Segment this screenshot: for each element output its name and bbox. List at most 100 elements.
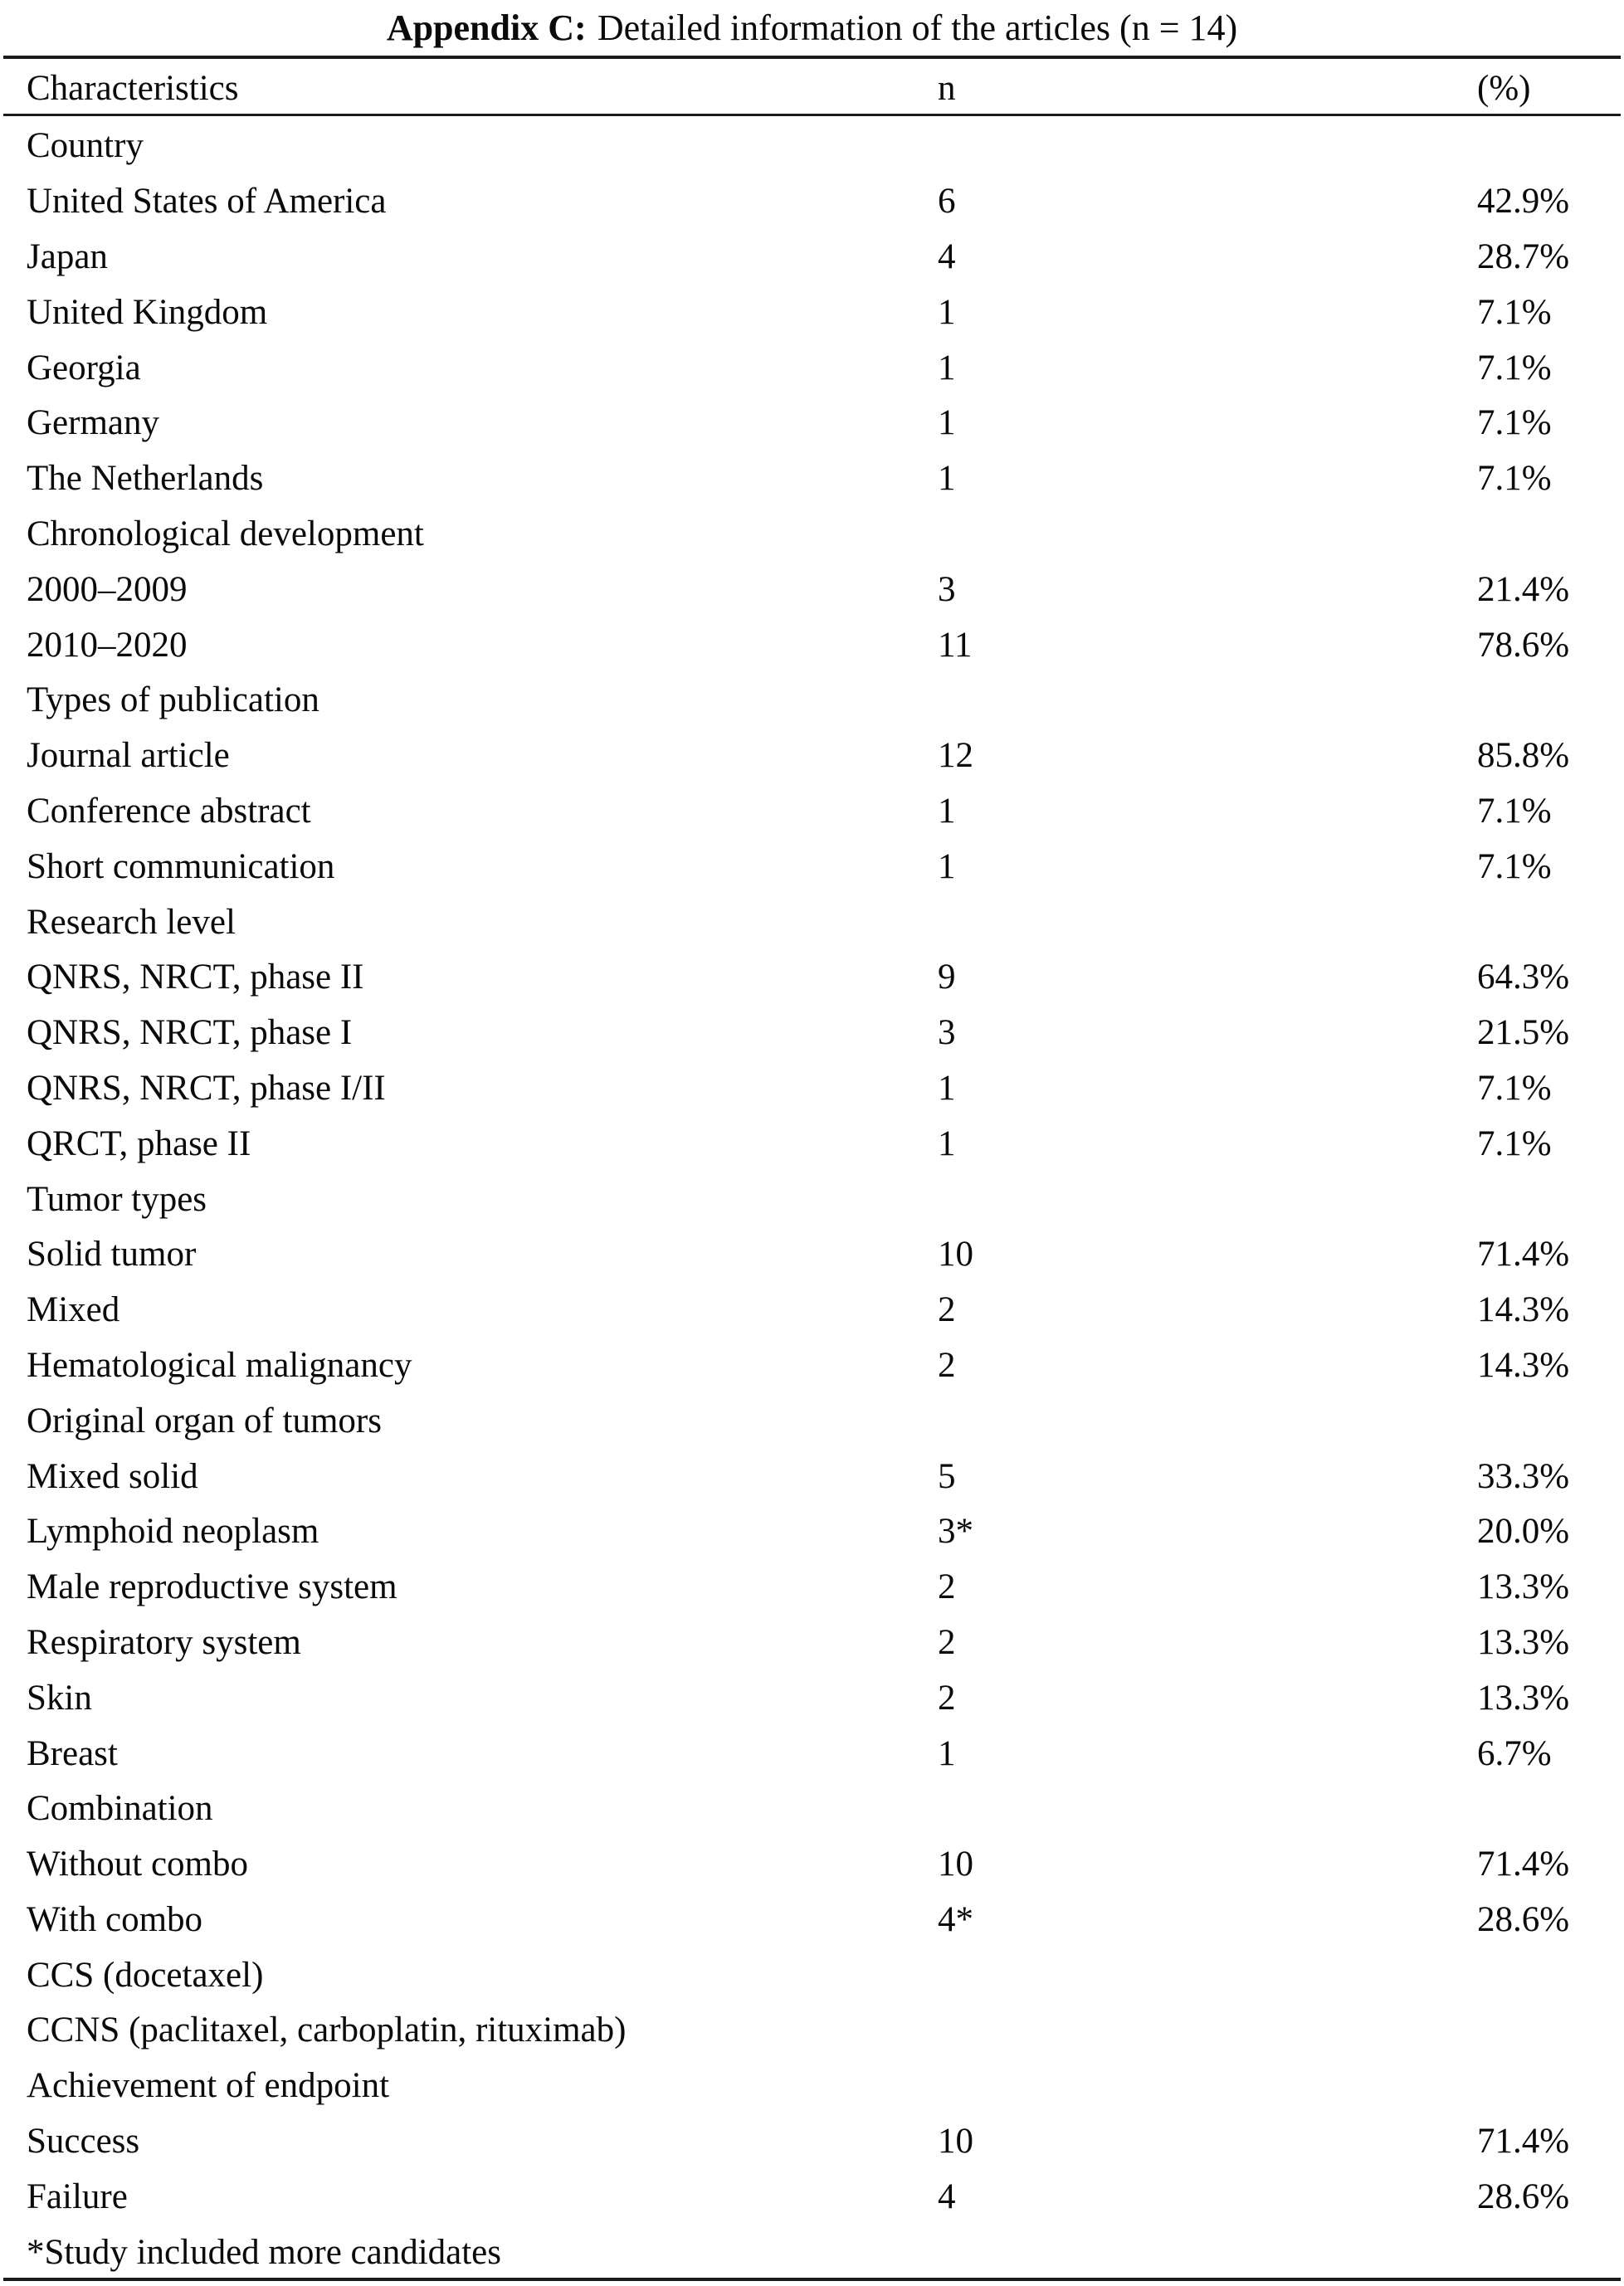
row-label: Country [27,126,144,166]
title-caption: Detailed information of the articles (n … [597,7,1238,48]
row-n-value: 1 [938,1124,956,1163]
row-label: Achievement of endpoint [27,2066,390,2106]
table-row: Hematological malignancy 2 14.3% [0,1336,1624,1392]
row-label: United Kingdom [27,292,268,332]
row-percent-value: 13.3% [1477,1567,1570,1607]
row-n-value: 10 [938,1845,973,1884]
row-label: With combo [27,1899,203,1939]
row-label: The Netherlands [27,459,264,499]
table-row: Lymphoid neoplasm 3* 20.0% [0,1502,1624,1557]
row-percent-value: 20.0% [1477,1512,1570,1552]
table-row: Respiratory system 2 13.3% [0,1613,1624,1669]
table-row: QNRS, NRCT, phase I 3 21.5% [0,1003,1624,1059]
section-row: Chronological development [0,504,1624,560]
table-row: United Kingdom 1 7.1% [0,282,1624,338]
row-label: Male reproductive system [27,1567,397,1607]
row-n-value: 2 [938,1290,956,1330]
row-n-value: 3 [938,1013,956,1053]
row-label: Without combo [27,1845,248,1884]
row-percent-value: 6.7% [1477,1733,1552,1773]
row-n-value: 9 [938,958,956,997]
row-label: Solid tumor [27,1235,197,1275]
row-percent-value: 28.7% [1477,236,1570,276]
table-row: Journal article 12 85.8% [0,726,1624,782]
row-n-value: 10 [938,1235,973,1275]
section-row: Research level [0,892,1624,948]
row-label: Original organ of tumors [27,1401,382,1440]
row-percent-value: 13.3% [1477,1622,1570,1662]
row-percent-value: 21.5% [1477,1013,1570,1053]
row-n-value: 5 [938,1456,956,1496]
row-label: Georgia [27,348,141,387]
row-percent-value: 7.1% [1477,1124,1552,1163]
section-row: Types of publication [0,670,1624,726]
footnote-row: *Study included more candidates [0,2222,1624,2278]
row-percent-value: 28.6% [1477,2176,1570,2216]
section-row: Combination [0,1779,1624,1835]
row-percent-value: 78.6% [1477,625,1570,665]
table-body: Country United States of America 6 42.9% Jap… [0,116,1624,2222]
row-n-value: 11 [938,625,973,665]
table-row: Success 10 71.4% [0,2112,1624,2167]
section-row: Achievement of endpoint [0,2056,1624,2112]
section-row: Country [0,116,1624,172]
row-n-value: 10 [938,2122,973,2162]
row-label: Tumor types [27,1179,207,1219]
row-label: QNRS, NRCT, phase I/II [27,1068,386,1108]
row-percent-value: 7.1% [1477,403,1552,443]
row-label: Respiratory system [27,1622,301,1662]
row-label: Failure [27,2176,128,2216]
row-percent-value: 85.8% [1477,736,1570,776]
row-n-value: 4* [938,1899,973,1939]
row-label: Mixed [27,1290,120,1330]
row-label: Mixed solid [27,1456,198,1496]
row-label: Germany [27,403,159,443]
table-row: QNRS, NRCT, phase II 9 64.3% [0,948,1624,1003]
table-row: Without combo 10 71.4% [0,1835,1624,1890]
column-header-characteristics: Characteristics [27,68,239,108]
table-title: Appendix C: Detailed information of the a… [0,0,1624,56]
row-n-value: 1 [938,292,956,332]
table-row: Mixed 2 14.3% [0,1280,1624,1336]
row-n-value: 2 [938,1678,956,1718]
table-header-row: Characteristics n (%) [0,59,1624,114]
table-row: With combo 4* 28.6% [0,1890,1624,1946]
table-row: Japan 4 28.7% [0,227,1624,283]
row-n-value: 1 [938,348,956,387]
row-percent-value: 21.4% [1477,569,1570,609]
row-label: Conference abstract [27,791,311,831]
row-percent-value: 71.4% [1477,1235,1570,1275]
row-n-value: 2 [938,1567,956,1607]
table-row: 2010–2020 11 78.6% [0,615,1624,670]
table-row: QNRS, NRCT, phase I/II 1 7.1% [0,1059,1624,1114]
row-label: Success [27,2122,140,2162]
row-n-value: 1 [938,791,956,831]
section-row: Tumor types [0,1169,1624,1225]
row-label: Types of publication [27,680,319,720]
row-percent-value: 7.1% [1477,292,1552,332]
row-label: 2000–2009 [27,569,188,609]
row-label: Chronological development [27,514,424,553]
table-row: Breast 1 6.7% [0,1723,1624,1779]
table-row: Mixed solid 5 33.3% [0,1446,1624,1502]
row-percent-value: 33.3% [1477,1456,1570,1496]
note-row: CCS (docetaxel) [0,1945,1624,2001]
table-row: QRCT, phase II 1 7.1% [0,1114,1624,1169]
row-percent-value: 14.3% [1477,1345,1570,1385]
row-label: Research level [27,902,236,942]
title-appendix-label: Appendix C: [386,7,587,48]
row-label: Japan [27,236,108,276]
row-label: Lymphoid neoplasm [27,1512,319,1552]
row-percent-value: 28.6% [1477,1899,1570,1939]
row-n-value: 1 [938,846,956,886]
row-label: CCS (docetaxel) [27,1955,264,1995]
row-percent-value: 7.1% [1477,846,1552,886]
header-rule [3,114,1621,116]
note-row: CCNS (paclitaxel, carboplatin, rituximab… [0,2001,1624,2056]
table-row: Georgia 1 7.1% [0,338,1624,393]
top-rule [3,56,1621,59]
row-label: Short communication [27,846,335,886]
row-percent-value: 7.1% [1477,459,1552,499]
row-n-value: 1 [938,1733,956,1773]
